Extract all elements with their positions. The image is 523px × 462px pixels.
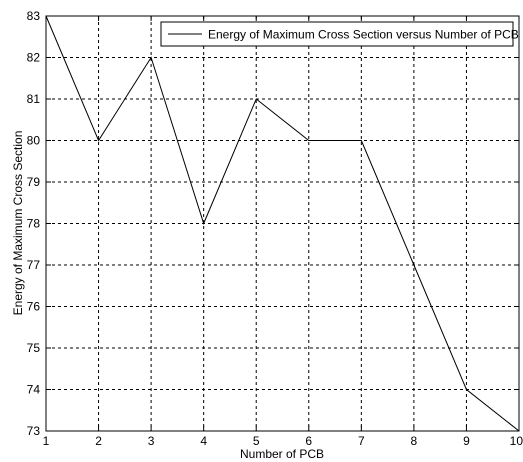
legend: Energy of Maximum Cross Section versus N… bbox=[160, 21, 519, 47]
x-axis-label: Number of PCB bbox=[240, 447, 324, 461]
x-tick-label: 6 bbox=[305, 434, 312, 448]
series-line bbox=[45, 15, 520, 432]
y-axis-label: Energy of Maximum Cross Section bbox=[11, 131, 25, 316]
grid-lines bbox=[46, 16, 519, 431]
y-tick-label: 79 bbox=[27, 175, 41, 189]
y-tick-label: 83 bbox=[27, 9, 41, 23]
y-tick-label: 73 bbox=[27, 424, 41, 438]
legend-box bbox=[160, 21, 514, 47]
axis-ticks bbox=[45, 15, 520, 432]
y-tick-label: 76 bbox=[27, 300, 41, 314]
x-tick-label: 4 bbox=[200, 434, 207, 448]
y-tick-label: 77 bbox=[27, 258, 41, 272]
y-tick-label: 81 bbox=[27, 92, 41, 106]
x-tick-label: 8 bbox=[411, 434, 418, 448]
series-layer bbox=[45, 15, 520, 432]
x-tick-label: 2 bbox=[95, 434, 102, 448]
x-tick-label: 9 bbox=[463, 434, 470, 448]
x-tick-label: 1 bbox=[43, 434, 50, 448]
x-tick-label: 5 bbox=[253, 434, 260, 448]
y-tick-label: 75 bbox=[27, 341, 41, 355]
y-tick-label: 82 bbox=[27, 51, 41, 65]
x-tick-label: 3 bbox=[148, 434, 155, 448]
y-tick-label: 78 bbox=[27, 217, 41, 231]
y-tick-label: 74 bbox=[27, 383, 41, 397]
x-tick-label: 7 bbox=[358, 434, 365, 448]
legend-label: Energy of Maximum Cross Section versus N… bbox=[208, 28, 519, 42]
y-tick-label: 80 bbox=[27, 134, 41, 148]
x-tick-label: 10 bbox=[510, 434, 523, 448]
